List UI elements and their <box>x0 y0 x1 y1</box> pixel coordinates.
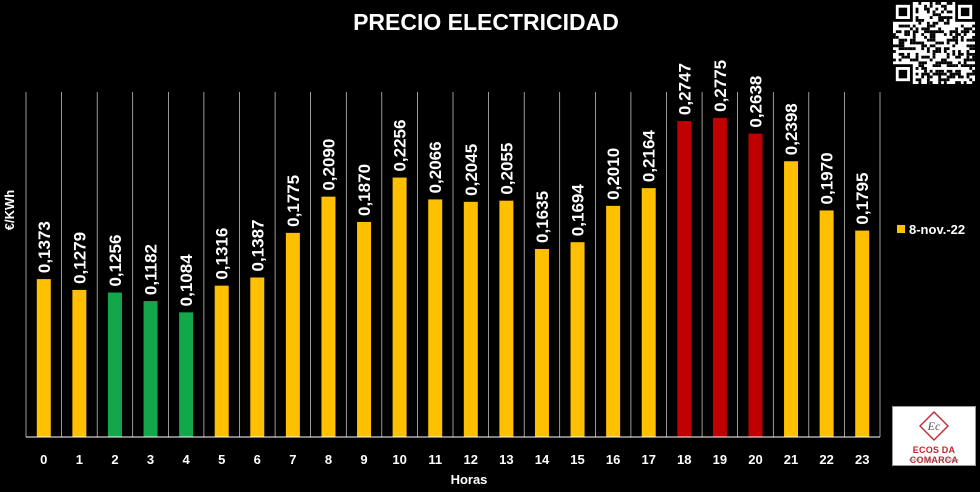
value-label-23: 0,1795 <box>853 173 872 225</box>
value-label-11: 0,2066 <box>426 141 445 193</box>
logo-tagline: Ponte e Ulloa, Lalín, Silleda <box>909 457 959 462</box>
chart-title: PRECIO ELECTRICIDAD <box>353 9 619 35</box>
value-label-14: 0,1635 <box>533 191 552 243</box>
x-tick-19: 19 <box>713 452 727 467</box>
value-label-3: 0,1182 <box>142 244 161 295</box>
legend: 8-nov.-22 <box>897 222 965 237</box>
x-axis-label: Horas <box>451 472 488 487</box>
value-label-18: 0,2747 <box>675 63 694 115</box>
value-label-8: 0,2090 <box>319 139 338 191</box>
x-tick-21: 21 <box>784 452 798 467</box>
value-label-1: 0,1279 <box>70 232 89 284</box>
ecos-da-comarca-logo: Ec ECOS DA COMARCA Ponte e Ulloa, Lalín,… <box>892 406 976 466</box>
qr-pattern <box>893 2 975 84</box>
value-label-5: 0,1316 <box>213 228 232 280</box>
bar-17 <box>641 188 656 437</box>
x-tick-16: 16 <box>606 452 620 467</box>
bar-7 <box>285 232 300 437</box>
x-tick-18: 18 <box>677 452 691 467</box>
bar-12 <box>463 201 478 437</box>
x-tick-5: 5 <box>218 452 225 467</box>
bar-13 <box>499 200 514 437</box>
x-tick-22: 22 <box>819 452 833 467</box>
x-tick-20: 20 <box>748 452 762 467</box>
value-label-19: 0,2775 <box>711 60 730 112</box>
x-tick-12: 12 <box>464 452 478 467</box>
value-label-2: 0,1256 <box>106 235 125 287</box>
value-label-15: 0,1694 <box>569 184 588 237</box>
value-label-9: 0,1870 <box>355 164 374 216</box>
x-tick-10: 10 <box>392 452 406 467</box>
x-tick-3: 3 <box>147 452 154 467</box>
bar-8 <box>321 196 336 437</box>
bar-23 <box>855 230 870 437</box>
bar-6 <box>250 277 265 437</box>
bar-19 <box>712 117 727 437</box>
gridlines <box>25 92 881 437</box>
bar-4 <box>179 312 194 437</box>
x-tick-9: 9 <box>360 452 367 467</box>
legend-label: 8-nov.-22 <box>909 222 965 237</box>
x-tick-6: 6 <box>254 452 261 467</box>
value-label-20: 0,2638 <box>746 76 765 128</box>
x-tick-17: 17 <box>641 452 655 467</box>
x-tick-15: 15 <box>570 452 584 467</box>
value-label-12: 0,2045 <box>462 144 481 196</box>
legend-swatch <box>897 225 905 233</box>
value-label-22: 0,1970 <box>818 152 837 204</box>
bar-20 <box>748 133 763 437</box>
value-labels: 0,1373 0,1279 0,1256 0,1182 0,1084 0,1316 0,13… <box>35 60 872 306</box>
bar-2 <box>107 292 122 437</box>
x-tick-14: 14 <box>535 452 550 467</box>
bar-9 <box>357 221 372 437</box>
logo-initials: Ec <box>927 419 941 433</box>
logo-text: ECOS DA COMARCA <box>909 445 959 465</box>
x-tick-2: 2 <box>111 452 118 467</box>
x-tick-0: 0 <box>40 452 47 467</box>
value-label-0: 0,1373 <box>35 221 54 273</box>
bar-3 <box>143 301 158 437</box>
x-tick-1: 1 <box>76 452 83 467</box>
qr-code-icon <box>893 2 975 84</box>
bar-21 <box>784 161 799 438</box>
value-label-16: 0,2010 <box>604 148 623 200</box>
value-label-7: 0,1775 <box>284 175 303 227</box>
bar-15 <box>570 242 585 437</box>
bar-1 <box>72 289 87 437</box>
value-label-6: 0,1387 <box>248 219 267 271</box>
y-axis-label: €/KWh <box>2 190 17 231</box>
x-tick-8: 8 <box>325 452 332 467</box>
bar-16 <box>606 205 621 437</box>
x-tick-7: 7 <box>289 452 296 467</box>
x-tick-11: 11 <box>428 452 442 467</box>
bar-0 <box>36 279 51 437</box>
value-label-13: 0,2055 <box>497 143 516 195</box>
bar-14 <box>534 248 549 437</box>
bar-5 <box>214 285 229 437</box>
bar-22 <box>819 210 834 437</box>
bar-10 <box>392 177 407 437</box>
x-tick-13: 13 <box>499 452 513 467</box>
value-label-10: 0,2256 <box>391 120 410 172</box>
value-label-4: 0,1084 <box>177 254 196 307</box>
logo-mark-icon: Ec <box>919 411 949 441</box>
value-label-17: 0,2164 <box>640 130 659 183</box>
x-tick-labels: 0 1 2 3 4 5 6 7 8 9 10 11 12 13 14 15 16 17 18 19 20 21 22 23 <box>40 452 869 467</box>
x-tick-23: 23 <box>855 452 869 467</box>
x-tick-4: 4 <box>183 452 191 467</box>
bar-11 <box>428 199 443 437</box>
value-label-21: 0,2398 <box>782 103 801 155</box>
bars-group <box>36 117 870 438</box>
bar-18 <box>677 121 692 437</box>
